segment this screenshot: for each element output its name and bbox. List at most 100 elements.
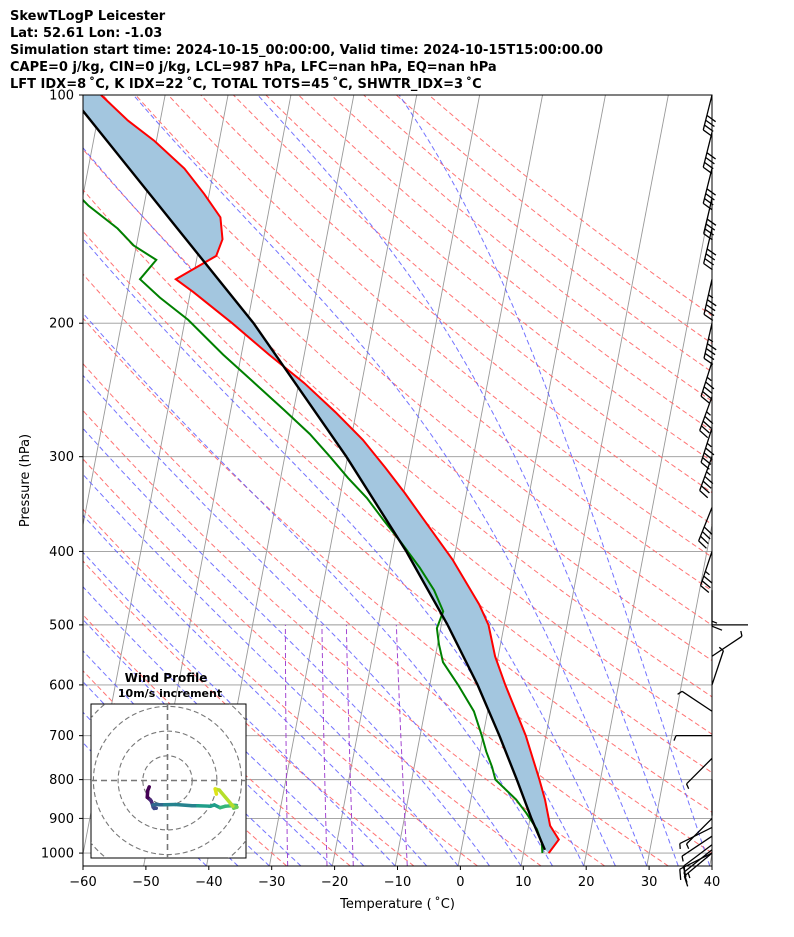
- wind-barb-feather: [706, 152, 717, 160]
- x-tick-label: 10: [515, 875, 532, 890]
- wind-barb: [702, 132, 717, 175]
- wind-barb-feather: [705, 253, 716, 261]
- wind-barb-feather: [681, 856, 684, 862]
- moist-adiabat-line: [398, 95, 711, 866]
- wind-barb: [677, 690, 713, 712]
- y-tick-label: 400: [49, 545, 74, 560]
- wind-barb-feather: [702, 420, 712, 429]
- x-tick-label: −60: [69, 875, 96, 890]
- wind-barb-staff: [682, 844, 713, 867]
- wind-barb-feather: [685, 843, 690, 850]
- wind-barb-feather: [700, 585, 710, 594]
- wind-barb: [711, 630, 743, 657]
- wind-barb-staff: [702, 168, 713, 204]
- mixing-ratio-line: [321, 624, 328, 866]
- wind-barb-staff: [699, 551, 713, 586]
- wind-barb-staff: [700, 427, 713, 463]
- wind-barb: [711, 590, 723, 631]
- wind-barb-feather: [698, 540, 707, 549]
- wind-barb: [698, 507, 713, 549]
- wind-barb: [711, 646, 725, 686]
- moist-adiabat-line: [83, 618, 333, 866]
- wind-barb-feather: [673, 735, 677, 741]
- dry-adiabat-line: [83, 230, 712, 774]
- wind-barb-feather: [703, 262, 713, 271]
- parcel-path-line: [83, 109, 547, 851]
- temperature-line: [100, 95, 561, 854]
- wind-barb-staff: [686, 817, 713, 845]
- wind-barb-feather: [703, 357, 714, 365]
- dry-adiabat-line: [83, 108, 712, 662]
- wind-barb: [681, 835, 713, 862]
- y-tick-label: 600: [49, 678, 74, 693]
- wind-barb-feather: [703, 575, 713, 584]
- moist-adiabat-line: [133, 95, 648, 866]
- wind-barb-feather: [682, 866, 687, 877]
- wind-barb-staff: [683, 849, 713, 873]
- wind-barb: [679, 826, 713, 849]
- wind-barb-feather: [711, 620, 718, 624]
- x-tick-label: −50: [132, 875, 159, 890]
- wind-barb-staff: [702, 132, 713, 168]
- isotherm-line: [394, 95, 543, 866]
- hodograph-subtitle: 10m/s increment: [118, 687, 222, 700]
- isotherm-line: [83, 95, 103, 199]
- wind-barb-feather: [705, 348, 716, 356]
- moist-adiabat-line: [83, 514, 428, 866]
- moist-adiabat-line: [257, 95, 679, 866]
- wind-barb-feather: [706, 376, 712, 382]
- wind-barb-feather: [711, 625, 723, 631]
- wind-barb-feather: [705, 304, 716, 312]
- wind-barb-feather: [706, 114, 717, 123]
- wind-barb: [682, 844, 713, 877]
- dry-adiabat-line: [83, 273, 712, 813]
- wind-barb-feather: [702, 457, 712, 465]
- isotherm-line: [709, 851, 712, 866]
- moist-adiabat-line: [83, 147, 616, 866]
- wind-barb-feather: [703, 313, 714, 322]
- wind-barb: [700, 361, 715, 404]
- wind-barb: [699, 456, 714, 499]
- dry-adiabat-line: [233, 95, 712, 494]
- wind-barb-feather: [702, 202, 713, 211]
- mixing-ratio-line: [284, 624, 289, 866]
- wind-barb-staff: [699, 456, 713, 491]
- y-tick-label: 200: [49, 317, 74, 332]
- wind-barb-staff: [703, 228, 713, 264]
- wind-barb-feather: [703, 452, 713, 461]
- x-axis-label: Temperature ( ˚C): [339, 896, 455, 912]
- hodograph-segment: [173, 802, 194, 808]
- wind-barb-staff: [681, 835, 713, 857]
- wind-barb-feather: [706, 471, 711, 476]
- wind-barb: [702, 168, 717, 211]
- header-location: Lat: 52.61 Lon: -1.03: [10, 26, 163, 41]
- dry-adiabat-line: [83, 148, 712, 698]
- wind-barb-staff: [679, 852, 713, 870]
- isotherm-line: [457, 95, 606, 866]
- wind-barb-staff: [698, 507, 713, 542]
- wind-barb-feather: [685, 783, 690, 790]
- wind-barb-staff: [686, 757, 713, 785]
- wind-barb-staff: [699, 396, 713, 431]
- y-tick-label: 300: [49, 450, 74, 465]
- mixing-ratio-line: [395, 624, 408, 866]
- wind-barb-staff: [679, 826, 713, 845]
- dry-adiabat-line: [330, 95, 712, 402]
- moist-adiabat-line: [83, 374, 522, 866]
- wind-barb-staff: [703, 279, 713, 315]
- moist-adiabat-line: [83, 312, 553, 866]
- wind-barb-feather: [700, 395, 710, 404]
- dry-adiabat-line: [83, 362, 669, 866]
- wind-barb-staff: [711, 635, 743, 657]
- wind-barb: [703, 323, 717, 365]
- wind-barb-feather: [718, 646, 724, 652]
- wind-barb-feather: [683, 872, 688, 883]
- dry-adiabat-line: [363, 95, 712, 373]
- isotherm-line: [646, 522, 712, 866]
- moist-adiabat-line: [83, 650, 302, 866]
- wind-barb-feather: [702, 391, 712, 399]
- wind-barb-feather: [700, 461, 710, 470]
- y-tick-label: 500: [49, 618, 74, 633]
